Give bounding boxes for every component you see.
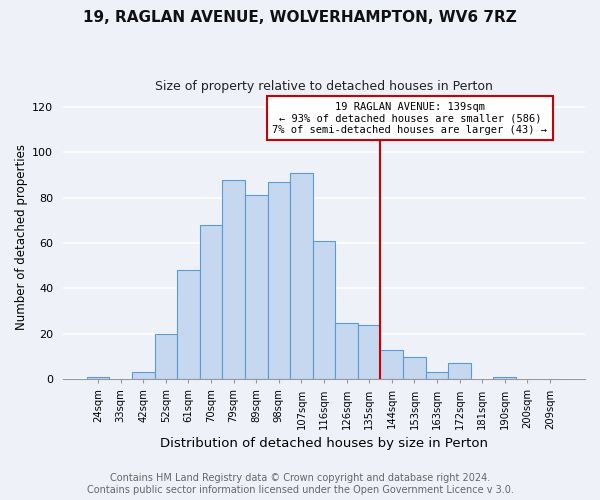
Bar — [223, 180, 245, 380]
Bar — [177, 270, 200, 380]
Bar — [268, 182, 290, 380]
Title: Size of property relative to detached houses in Perton: Size of property relative to detached ho… — [155, 80, 493, 93]
Bar — [155, 334, 177, 380]
Bar — [87, 377, 109, 380]
Bar — [448, 364, 471, 380]
X-axis label: Distribution of detached houses by size in Perton: Distribution of detached houses by size … — [160, 437, 488, 450]
Text: 19, RAGLAN AVENUE, WOLVERHAMPTON, WV6 7RZ: 19, RAGLAN AVENUE, WOLVERHAMPTON, WV6 7R… — [83, 10, 517, 25]
Bar — [245, 196, 268, 380]
Bar — [290, 172, 313, 380]
Bar — [132, 372, 155, 380]
Bar — [403, 356, 425, 380]
Bar — [358, 325, 380, 380]
Bar — [493, 377, 516, 380]
Y-axis label: Number of detached properties: Number of detached properties — [15, 144, 28, 330]
Text: Contains HM Land Registry data © Crown copyright and database right 2024.
Contai: Contains HM Land Registry data © Crown c… — [86, 474, 514, 495]
Text: 19 RAGLAN AVENUE: 139sqm
← 93% of detached houses are smaller (586)
7% of semi-d: 19 RAGLAN AVENUE: 139sqm ← 93% of detach… — [272, 102, 547, 135]
Bar — [200, 225, 223, 380]
Bar — [335, 322, 358, 380]
Bar — [425, 372, 448, 380]
Bar — [380, 350, 403, 380]
Bar — [313, 241, 335, 380]
